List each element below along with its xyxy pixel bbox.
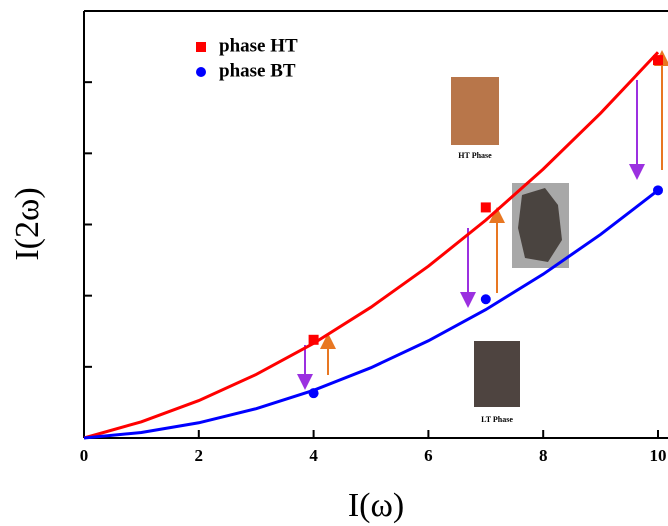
point: [480, 294, 491, 305]
legend-label: phase BT: [219, 60, 296, 81]
point: [308, 388, 319, 399]
ht-sample-image: [451, 77, 499, 145]
x-tick-label: 10: [650, 446, 667, 465]
legend-marker: [196, 42, 206, 52]
x-tick-label: 4: [309, 446, 318, 465]
x-tick-label: 6: [424, 446, 433, 465]
point: [653, 55, 663, 66]
point: [480, 202, 491, 213]
sample-fragment: [518, 188, 562, 262]
annotation: HT Phase: [458, 151, 492, 160]
point: [653, 185, 663, 196]
x-axis-label: I(ω): [348, 487, 404, 524]
fit-curve: [83, 51, 660, 440]
legend-marker: [196, 67, 206, 77]
arrows: [297, 50, 668, 390]
legend-label: phase HT: [219, 35, 298, 56]
lt-sample-image: [474, 341, 520, 407]
x-tick-label: 8: [539, 446, 548, 465]
point: [308, 334, 319, 345]
x-tick-label: 0: [80, 446, 89, 465]
fit-curve: [83, 189, 659, 440]
x-tick-label: 2: [195, 446, 204, 465]
annotation: LT Phase: [481, 415, 513, 424]
y-axis-label: I(2ω): [9, 187, 46, 260]
